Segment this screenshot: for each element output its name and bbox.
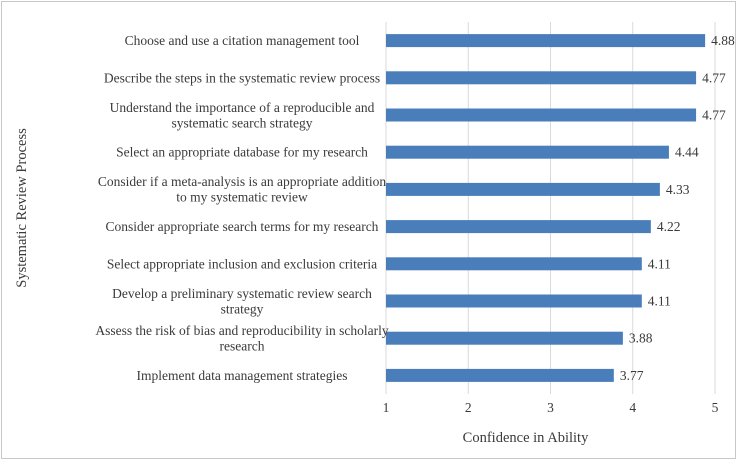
data-label: 4.33 [666,182,690,197]
data-label: 4.88 [711,33,735,48]
category-label: Assess the risk of bias and reproducibil… [95,323,388,354]
category-label-line: strategy [221,301,264,316]
bar [386,220,651,234]
x-tick-labels: 1 2 3 4 5 [383,400,719,415]
x-tick-label: 3 [547,400,554,415]
x-axis-title: Confidence in Ability [463,430,589,446]
data-label: 4.44 [675,145,699,160]
x-tick-label: 2 [465,400,472,415]
data-label: 3.77 [620,368,644,383]
category-labels: Choose and use a citation management too… [95,33,388,383]
data-label: 4.77 [702,70,726,85]
category-label-line: Understand the importance of a reproduci… [110,100,375,115]
bar [386,294,642,308]
x-tick-label: 1 [383,400,390,415]
category-label-line: Consider appropriate search terms for my… [106,219,379,234]
category-label: Consider if a meta-analysis is an approp… [98,174,387,205]
category-label-line: to my systematic review [176,190,308,205]
bar [386,71,697,85]
bar [386,368,614,382]
category-label: Understand the importance of a reproduci… [110,100,375,131]
category-label-line: Select appropriate inclusion and exclusi… [107,256,377,271]
data-labels: 4.88 4.77 4.77 4.44 4.33 4.22 4.11 4.11 3.88 3.77 [620,33,735,383]
bar [386,108,697,122]
bar [386,257,642,271]
bar [386,331,623,345]
category-label-line: Implement data management strategies [136,368,347,383]
category-label-line: Choose and use a citation management too… [125,33,360,48]
bar [386,182,660,196]
category-label-line: Assess the risk of bias and reproducibil… [95,323,388,338]
bars [386,34,706,382]
category-label: Describe the steps in the systematic rev… [104,70,380,85]
category-label: Develop a preliminary systematic review … [112,286,372,317]
data-label: 4.22 [657,219,681,234]
category-label-line: research [220,338,265,353]
y-axis-title: Systematic Review Process [14,128,30,288]
category-label: Implement data management strategies [136,368,347,383]
data-label: 3.88 [629,331,653,346]
category-label-line: Consider if a meta-analysis is an approp… [98,174,387,189]
bar [386,34,706,48]
x-tick-label: 5 [712,400,719,415]
category-label-line: Develop a preliminary systematic review … [112,286,372,301]
category-label: Select appropriate inclusion and exclusi… [107,256,377,271]
data-label: 4.77 [702,108,726,123]
category-label: Choose and use a citation management too… [125,33,360,48]
data-label: 4.11 [648,256,671,271]
category-label-line: systematic search strategy [172,115,313,130]
category-label-line: Select an appropriate database for my re… [116,145,368,160]
bar [386,145,669,159]
category-label-line: Describe the steps in the systematic rev… [104,70,380,85]
data-label: 4.11 [648,294,671,309]
category-label: Consider appropriate search terms for my… [106,219,379,234]
category-label: Select an appropriate database for my re… [116,145,368,160]
x-tick-label: 4 [629,400,636,415]
